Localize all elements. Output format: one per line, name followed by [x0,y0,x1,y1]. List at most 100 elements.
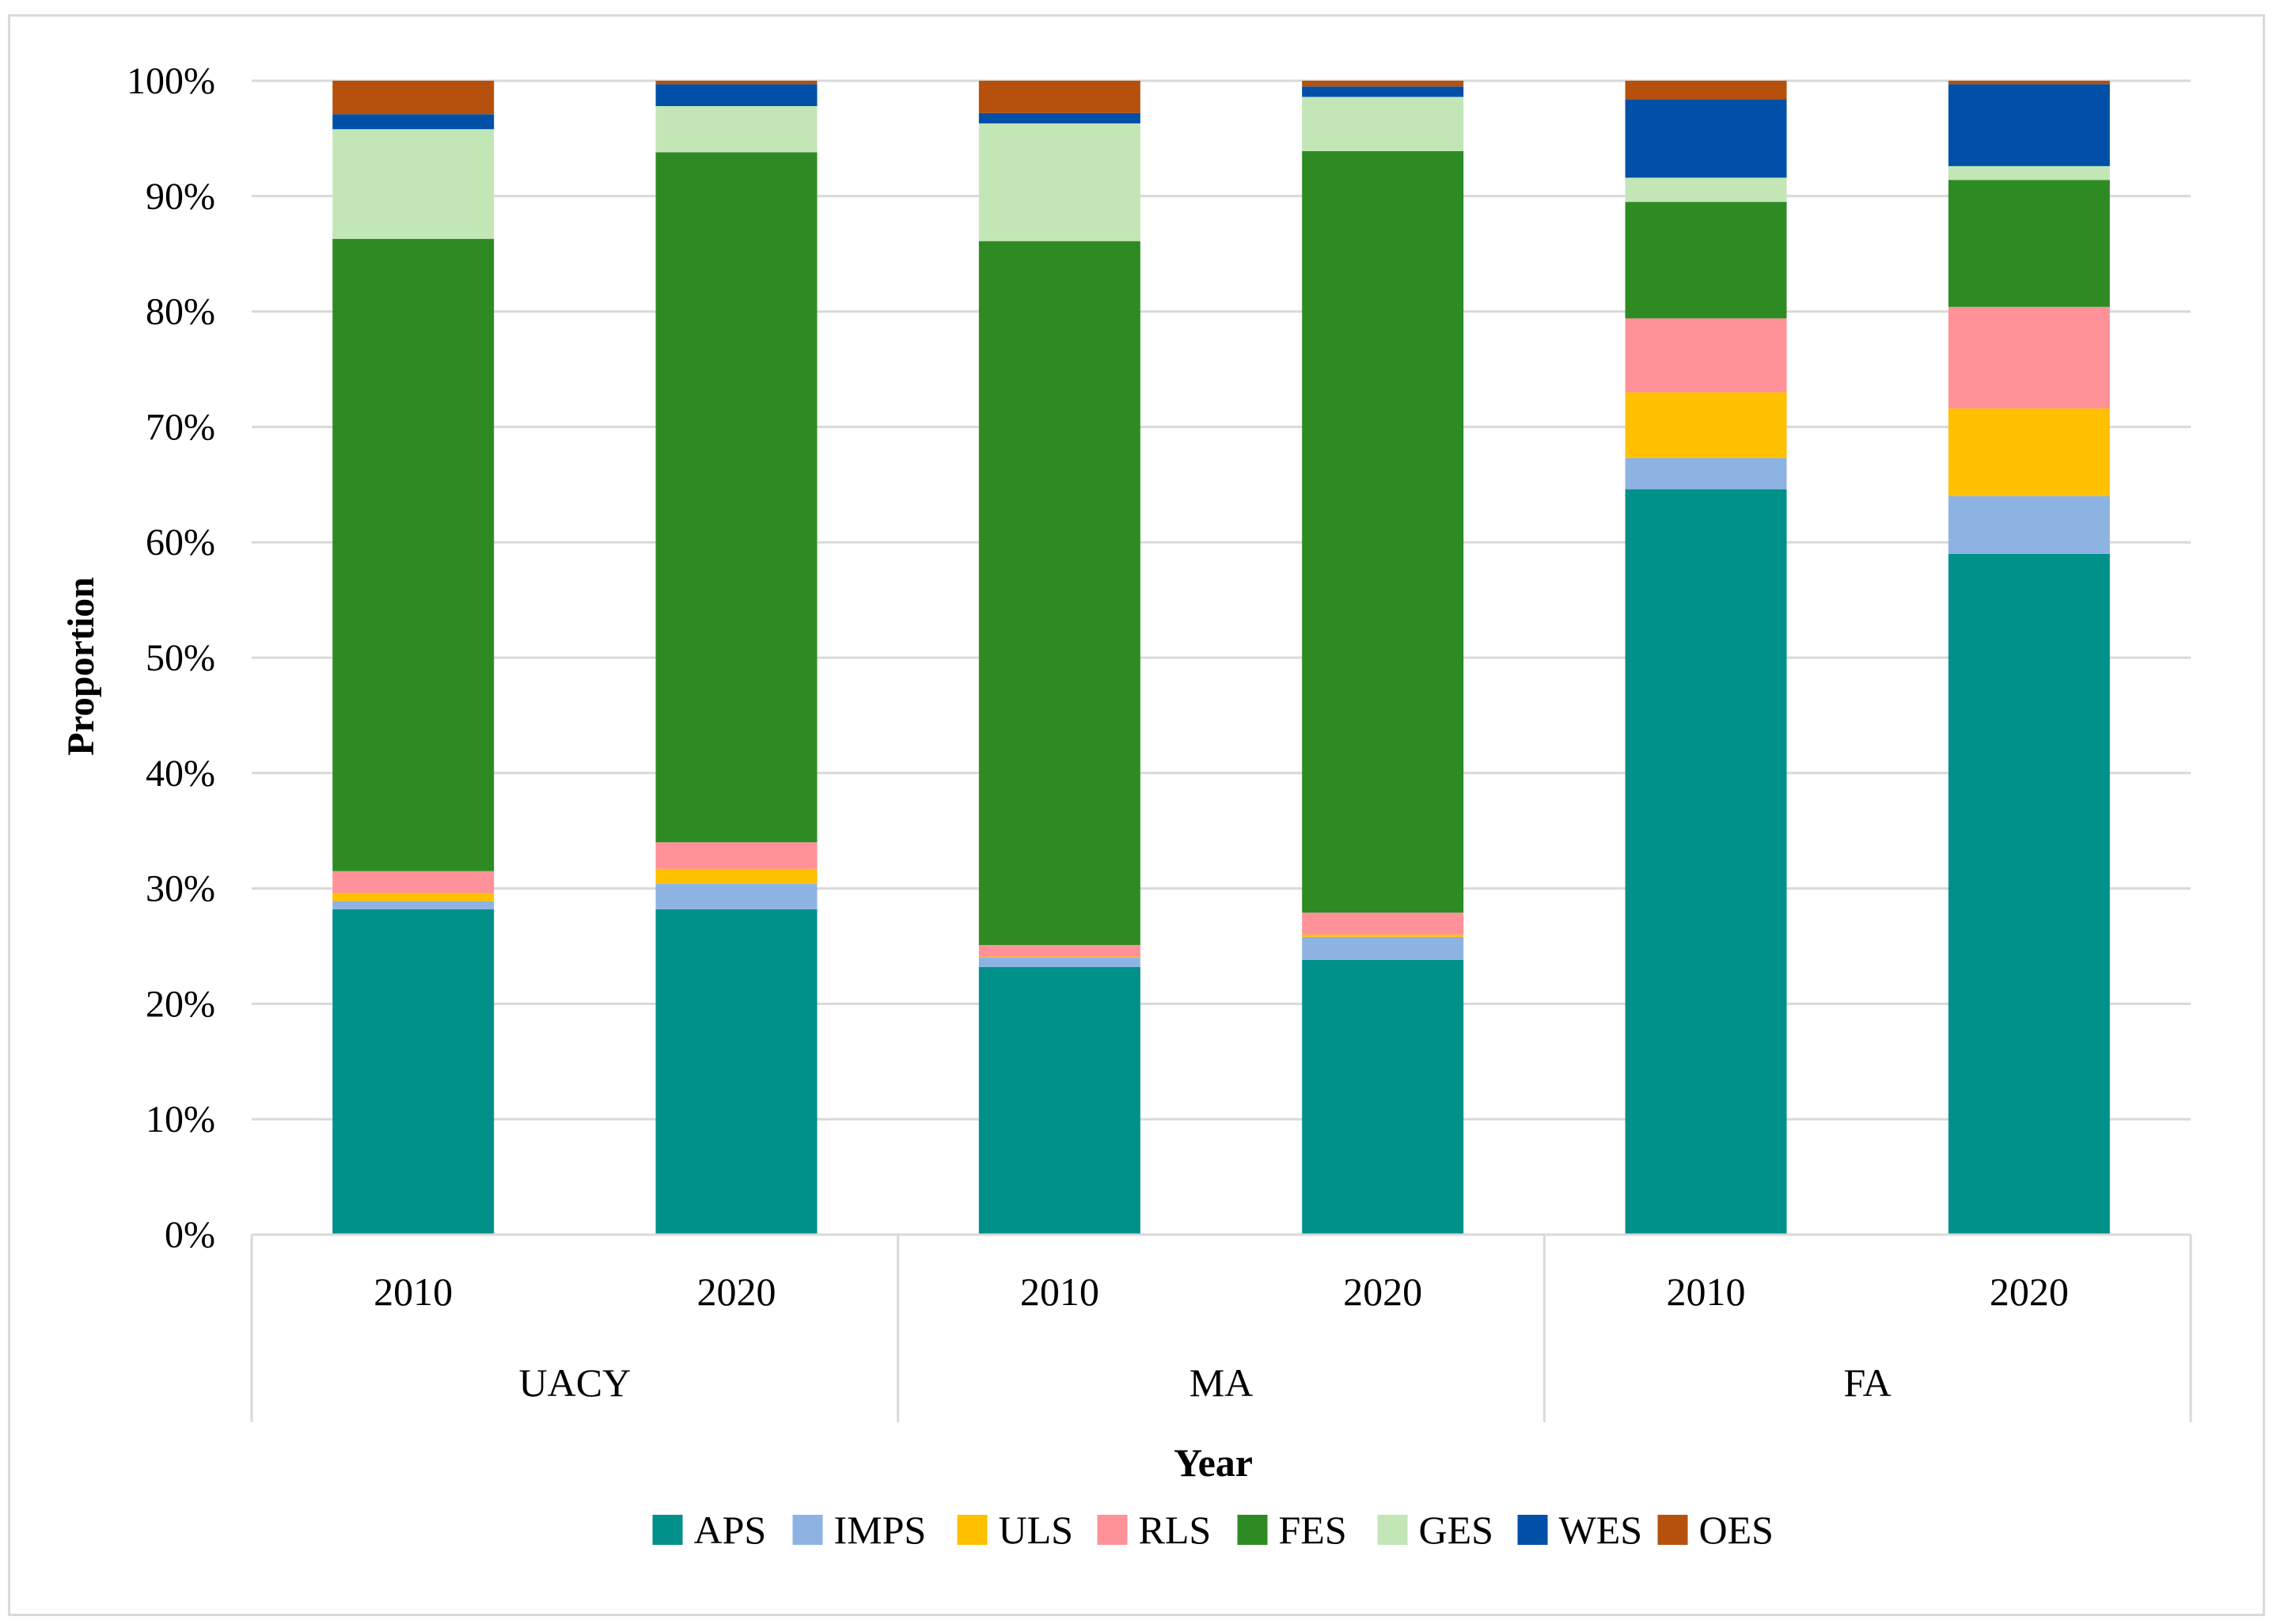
y-tick-label: 70% [146,406,215,448]
legend-swatch [1377,1515,1408,1545]
y-tick-label: 90% [146,176,215,218]
x-axis-label: Year [1174,1440,1253,1485]
legend-item-ges: GES [1377,1508,1493,1552]
x-axis: 2010 2020 UACY 2010 2020 MA 2010 2020 FA [250,1233,2192,1422]
bar-segment-oes [1625,81,1787,100]
legend-label: RLS [1139,1508,1212,1552]
bar-segment-rls [655,842,818,869]
legend-swatch [792,1515,823,1545]
bar-segment-aps [1625,489,1787,1235]
legend-swatch [1517,1515,1548,1545]
x-tick-label: 2020 [1990,1269,2069,1314]
bar-segment-rls [1948,306,2110,409]
legend-swatch [652,1515,683,1545]
y-tick-label: 20% [146,983,215,1025]
bar-segment-imps [655,883,818,909]
bar-segment-fes [1625,202,1787,319]
bar-segment-wes [1302,86,1464,97]
legend-label: WES [1559,1508,1643,1552]
bar-segment-fes [655,152,818,843]
bar-segment-ges [332,129,495,239]
y-tick-label: 50% [146,637,215,679]
bar-stack [1302,81,1464,1235]
bar-segment-oes [655,81,818,85]
bar-segment-aps [332,909,495,1235]
legend-swatch [1097,1515,1128,1545]
bar-segment-ges [655,106,818,153]
bar-segment-fes [1948,180,2110,307]
bar-segment-fes [332,238,495,871]
bar-segment-uls [1302,934,1464,937]
y-tick-label: 30% [146,868,215,910]
bar-segment-wes [978,112,1140,123]
legend-label: ULS [999,1508,1073,1552]
bar-segment-wes [1948,84,2110,166]
legend-item-rls: RLS [1097,1508,1212,1552]
legend-swatch [1657,1515,1688,1545]
bar-segment-ges [1302,97,1464,151]
legend-label: FES [1279,1508,1347,1552]
bar-segment-rls [1302,913,1464,935]
bar-segment-oes [1302,81,1464,87]
x-tick-label: 2020 [1343,1269,1422,1314]
bar-segment-oes [332,81,495,115]
bar-segment-imps [978,958,1140,967]
bar-segment-rls [978,945,1140,957]
bars [332,81,2110,1235]
bar-segment-aps [1948,553,2110,1235]
x-group-label: UACY [518,1360,631,1405]
x-tick-label: 2010 [1020,1269,1099,1314]
y-tick-label: 40% [146,753,215,795]
y-tick-label: 10% [146,1098,215,1140]
bar-segment-uls [1625,392,1787,458]
bar-segment-rls [332,871,495,894]
legend-item-fes: FES [1237,1508,1347,1552]
bar-segment-imps [1625,457,1787,490]
bar-segment-ges [1625,177,1787,203]
bar-segment-uls [978,956,1140,958]
y-tick-label: 80% [146,291,215,333]
gridlines [252,79,2191,1121]
bar-segment-rls [1625,318,1787,393]
bar-segment-fes [978,241,1140,946]
legend-swatch [1237,1515,1268,1545]
legend-label: IMPS [834,1508,927,1552]
legend-item-uls: ULS [957,1508,1073,1552]
bar-stack [332,81,495,1235]
bar-stack [1948,81,2110,1235]
bar-segment-imps [1302,936,1464,960]
bar-segment-ges [978,123,1140,241]
legend-item-wes: WES [1517,1508,1643,1552]
bar-stack [655,81,818,1235]
x-tick-label: 2010 [1667,1269,1746,1314]
y-tick-label: 60% [146,522,215,563]
bar-segment-aps [1302,959,1464,1235]
legend-item-aps: APS [652,1508,767,1552]
legend-swatch [957,1515,988,1545]
legend-label: OES [1699,1508,1774,1552]
bar-stack [978,81,1140,1235]
bar-segment-aps [978,966,1140,1235]
bar-segment-uls [655,868,818,884]
bar-segment-fes [1302,150,1464,913]
y-tick-label: 100% [127,60,215,102]
legend-label: GES [1419,1508,1493,1552]
bar-segment-imps [332,901,495,909]
legend-label: APS [694,1508,767,1552]
x-group-label: FA [1844,1360,1892,1405]
bar-segment-wes [1625,99,1787,178]
legend: APS IMPS ULS RLS FES GES WES OES [652,1508,1774,1552]
bar-segment-imps [1948,495,2110,554]
x-tick-label: 2020 [697,1269,776,1314]
y-tick-label: 0% [165,1214,215,1256]
bar-segment-uls [1948,408,2110,496]
x-group-label: MA [1190,1360,1254,1405]
y-axis-ticks: 0% 10% 20% 30% 40% 50% 60% 70% 80% 90% 100% [127,60,215,1256]
bar-stack [1625,81,1787,1235]
x-tick-label: 2010 [374,1269,453,1314]
bar-segment-uls [332,893,495,901]
bar-segment-wes [655,84,818,107]
bar-segment-aps [655,909,818,1235]
bar-segment-oes [978,81,1140,113]
